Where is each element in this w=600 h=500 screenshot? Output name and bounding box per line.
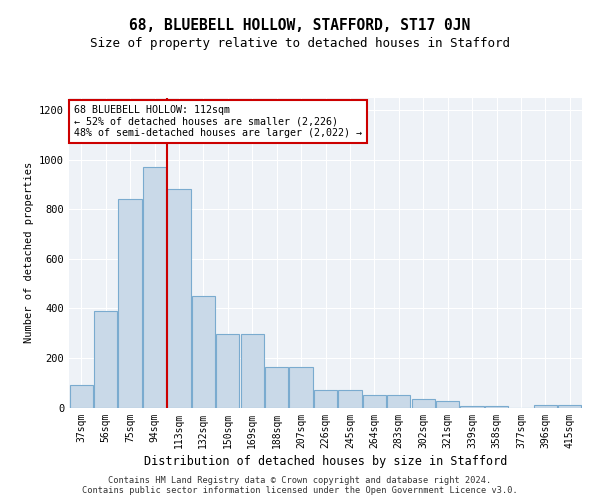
Bar	[412, 399, 435, 407]
Y-axis label: Number of detached properties: Number of detached properties	[23, 162, 34, 343]
X-axis label: Distribution of detached houses by size in Stafford: Distribution of detached houses by size …	[144, 454, 507, 468]
Bar	[118, 199, 142, 408]
Bar	[387, 395, 410, 407]
Bar	[436, 402, 459, 407]
Bar	[534, 405, 557, 407]
Bar	[70, 385, 93, 407]
Text: 68, BLUEBELL HOLLOW, STAFFORD, ST17 0JN: 68, BLUEBELL HOLLOW, STAFFORD, ST17 0JN	[130, 18, 470, 32]
Bar	[460, 406, 484, 408]
Text: Size of property relative to detached houses in Stafford: Size of property relative to detached ho…	[90, 38, 510, 51]
Bar	[265, 366, 288, 408]
Bar	[216, 334, 239, 407]
Bar	[192, 296, 215, 408]
Bar	[167, 190, 191, 408]
Bar	[338, 390, 362, 407]
Bar	[94, 311, 117, 408]
Bar	[485, 406, 508, 408]
Text: Contains HM Land Registry data © Crown copyright and database right 2024.
Contai: Contains HM Land Registry data © Crown c…	[82, 476, 518, 495]
Bar	[143, 167, 166, 408]
Bar	[363, 395, 386, 407]
Bar	[241, 334, 264, 407]
Bar	[289, 366, 313, 408]
Bar	[314, 390, 337, 407]
Bar	[558, 405, 581, 407]
Text: 68 BLUEBELL HOLLOW: 112sqm
← 52% of detached houses are smaller (2,226)
48% of s: 68 BLUEBELL HOLLOW: 112sqm ← 52% of deta…	[74, 106, 362, 138]
